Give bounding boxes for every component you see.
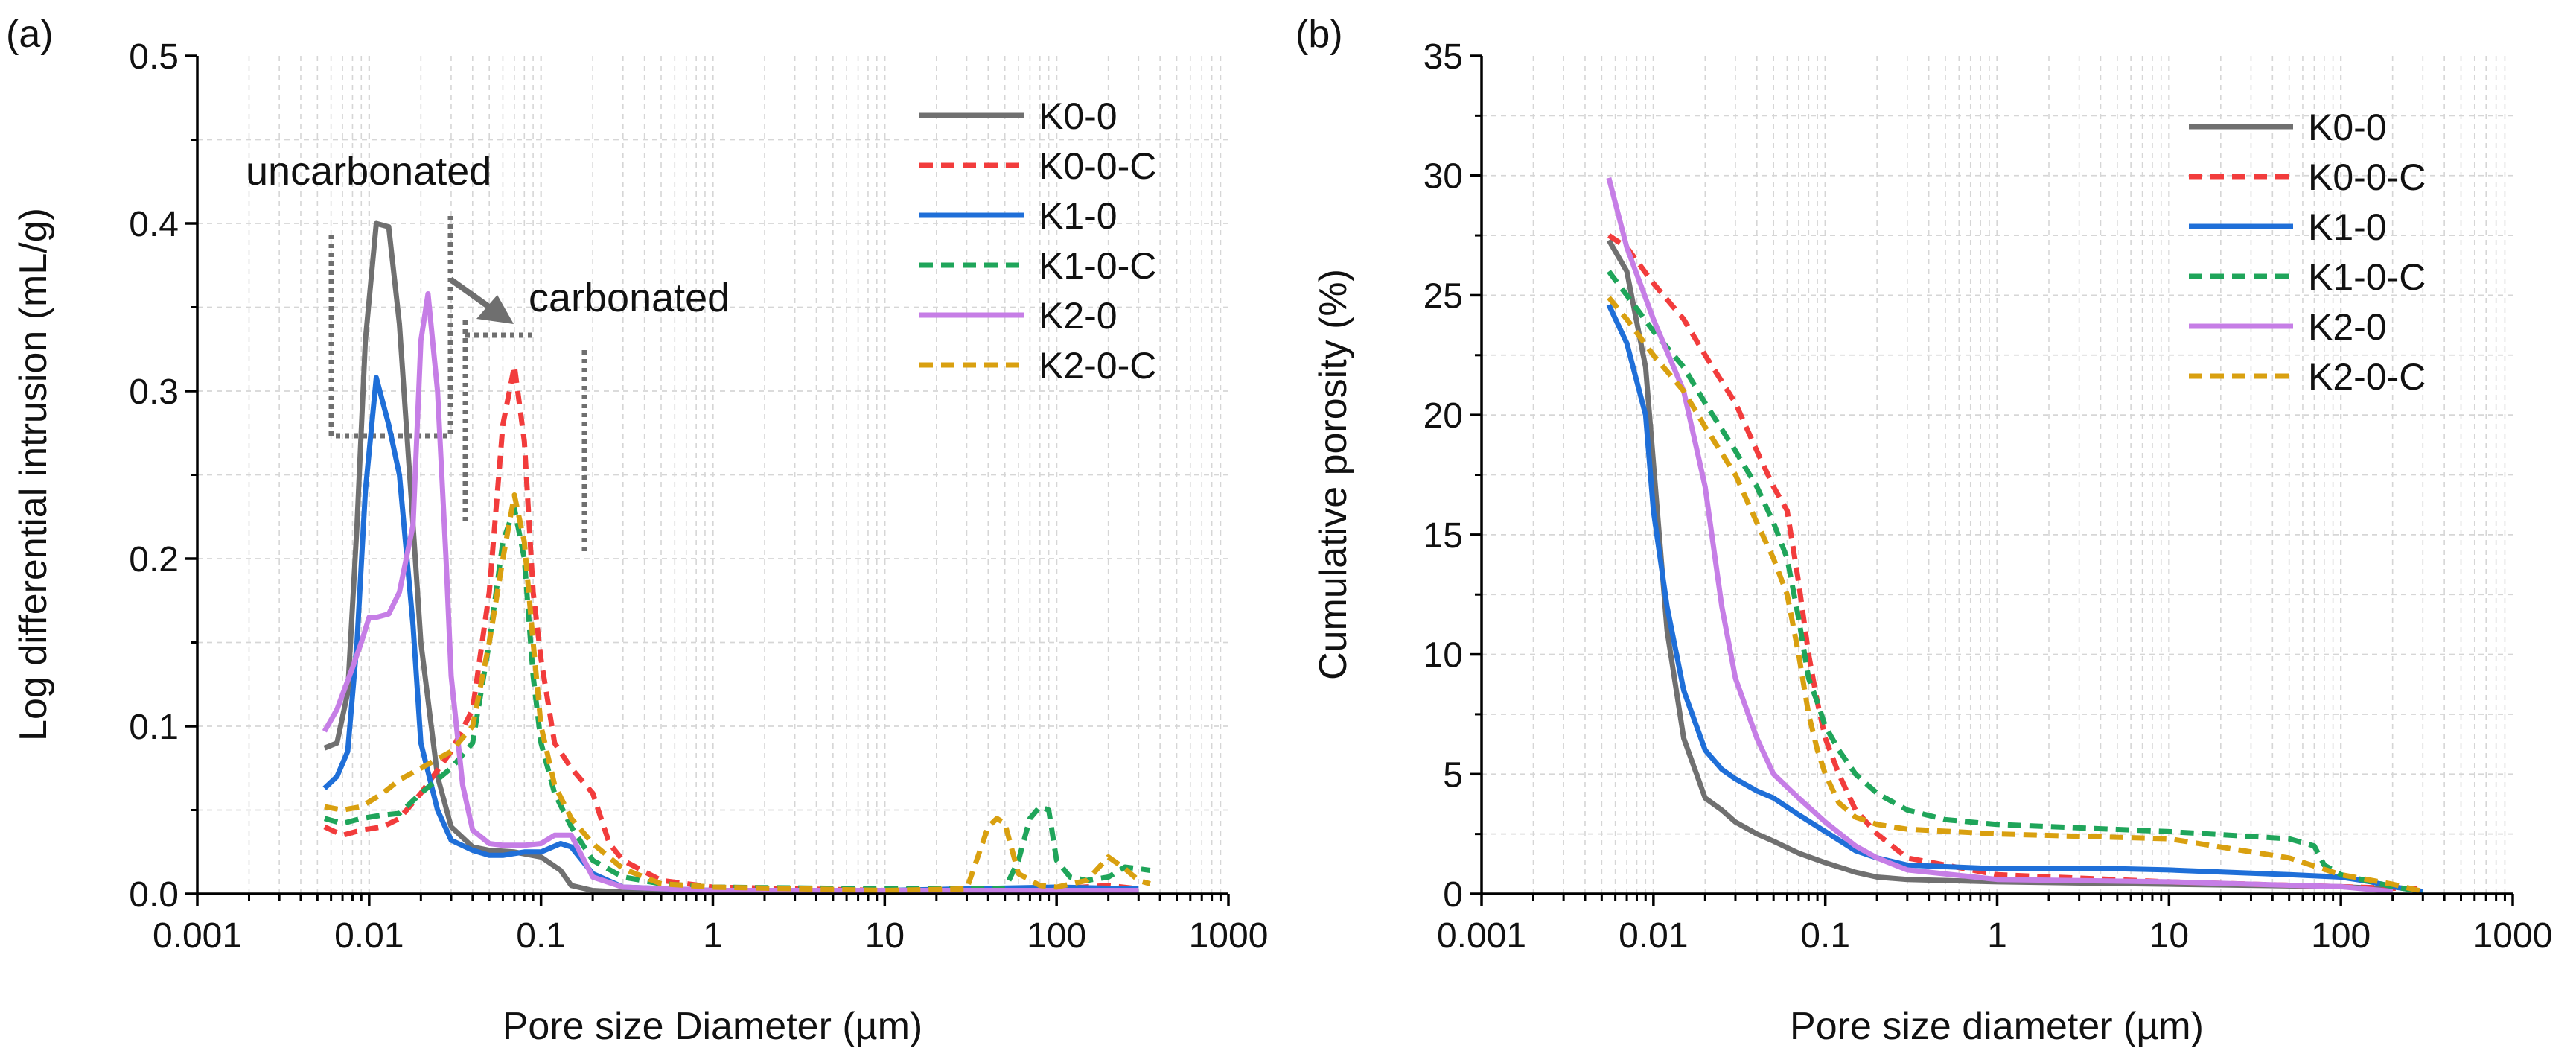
series-line-k1-0	[1606, 303, 2423, 894]
panel-b-grid	[1480, 56, 2513, 894]
panel-b-label: (b)	[1295, 13, 1343, 56]
series-line-k1-0-c	[1607, 270, 2423, 894]
legend-label-k0-0: K0-0	[2308, 107, 2387, 148]
panel-a-ticks: 0.001 0.01 0.1 1 10 100 1000 0.0 0.1 0.2 0.3 0.4 0.5	[129, 37, 1268, 956]
panel-b-y-axis-title: Cumulative porosity (%)	[1312, 269, 1355, 680]
y-tick-label: 15	[1424, 516, 1463, 556]
panel-a-legend: K0-0 K0-0-C K1-0 K1-0-C K2-0 K2-0-C	[919, 95, 1156, 387]
legend-label-k0-0-c: K0-0-C	[2308, 156, 2426, 198]
x-tick-label: 1000	[1189, 916, 1269, 956]
series-line-k2-0	[1606, 177, 2394, 894]
y-tick-label: 0	[1443, 875, 1463, 915]
x-tick-label: 0.001	[153, 916, 242, 956]
series-line-k2-0-c	[1607, 296, 2424, 894]
y-tick-label: 0.5	[129, 37, 179, 77]
panel-a-y-axis-title: Log differential intrusion (mL/g)	[12, 208, 55, 741]
panel-a-grid	[196, 56, 1228, 894]
y-tick-label: 30	[1424, 157, 1463, 197]
x-tick-label: 1	[1987, 916, 2007, 956]
x-tick-label: 1	[703, 916, 723, 956]
x-tick-label: 100	[2311, 916, 2371, 956]
x-tick-label: 10	[2149, 916, 2189, 956]
panel-b-ticks: 0.001 0.01 0.1 1 10 100 1000 0 5 10 15 20 25 30 35	[1424, 37, 2553, 956]
y-tick-label: 0.3	[129, 372, 179, 412]
x-tick-label: 0.001	[1437, 916, 1526, 956]
legend-label-k2-0: K2-0	[1039, 295, 1118, 337]
series-line-k0-0	[1606, 238, 2393, 892]
y-tick-label: 35	[1424, 37, 1463, 77]
panel-a-x-axis-title: Pore size Diameter (µm)	[503, 1005, 923, 1048]
y-tick-label: 0.2	[129, 540, 179, 580]
panel-a-series	[322, 220, 1151, 894]
carbonated-bracket	[462, 320, 587, 551]
series-line-k1-0-c	[323, 506, 1151, 892]
y-tick-label: 20	[1424, 396, 1463, 436]
legend-label-k0-0-c: K0-0-C	[1039, 145, 1156, 187]
panel-a-differential-intrusion-chart: (a) 0.001 0.01 0.1 1 10 100 10000.00.10.20.30.…	[6, 13, 1268, 1048]
panel-a-annotation-marks	[328, 216, 587, 551]
series-line-k0-0-c	[1607, 233, 2423, 892]
legend-label-k0-0: K0-0	[1039, 95, 1118, 137]
x-tick-label: 100	[1027, 916, 1086, 956]
x-tick-label: 10	[865, 916, 905, 956]
x-tick-label: 0.1	[1800, 916, 1850, 956]
series-line-k0-0	[323, 220, 1139, 894]
panel-b-series	[1606, 177, 2424, 894]
y-tick-label: 10	[1424, 636, 1463, 676]
x-tick-label: 0.01	[334, 916, 404, 956]
x-tick-label: 0.01	[1619, 916, 1688, 956]
panel-b-legend: K0-0 K0-0-C K1-0 K1-0-C K2-0 K2-0-C	[2189, 107, 2426, 398]
y-tick-label: 0.1	[129, 708, 179, 747]
panel-b-cumulative-porosity-chart: (b) 0.001 0.01 0.1 1 10 100 1000 0 5 10 15 20 25 30 35…	[1295, 13, 2552, 1048]
panel-a-label: (a)	[6, 13, 54, 56]
y-tick-label: 0.4	[129, 205, 179, 244]
carbonated-annotation: carbonated	[529, 276, 730, 320]
panel-b-x-axis-title: Pore size diameter (µm)	[1790, 1005, 2204, 1048]
legend-label-k2-0-c: K2-0-C	[2308, 356, 2426, 398]
legend-label-k2-0: K2-0	[2308, 306, 2387, 348]
series-line-k2-0-c	[324, 492, 1151, 893]
y-tick-label: 5	[1443, 755, 1463, 795]
y-tick-label: 25	[1424, 276, 1463, 316]
legend-label-k1-0: K1-0	[1039, 195, 1118, 237]
legend-label-k2-0-c: K2-0-C	[1039, 345, 1156, 387]
series-line-k2-0	[322, 291, 1139, 893]
x-tick-label: 1000	[2473, 916, 2553, 956]
annotation-arrow-head	[476, 295, 514, 324]
legend-label-k1-0-c: K1-0-C	[1039, 245, 1156, 287]
y-tick-label: 0.0	[129, 875, 179, 915]
x-tick-label: 0.1	[516, 916, 566, 956]
legend-label-k1-0: K1-0	[2308, 206, 2387, 248]
uncarbonated-annotation: uncarbonated	[246, 149, 491, 194]
legend-label-k1-0-c: K1-0-C	[2308, 256, 2426, 298]
